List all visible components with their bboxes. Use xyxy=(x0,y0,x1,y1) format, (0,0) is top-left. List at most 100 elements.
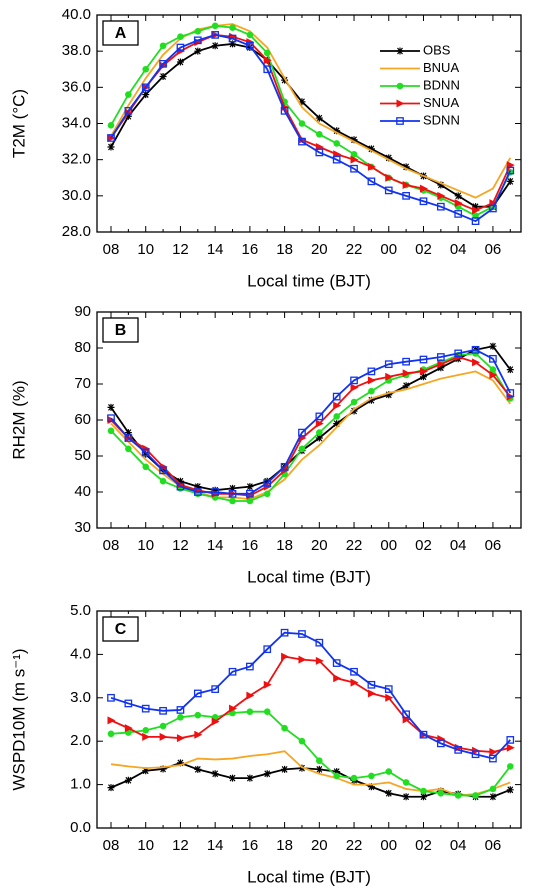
marker xyxy=(489,342,497,350)
x-tick-label: 10 xyxy=(137,537,154,554)
marker xyxy=(246,691,255,700)
x-tick-label: 22 xyxy=(346,241,363,258)
marker xyxy=(211,685,220,693)
x-tick-label: 14 xyxy=(207,537,224,554)
marker xyxy=(472,792,479,799)
panel-label: B xyxy=(115,322,127,339)
marker xyxy=(211,31,220,39)
marker xyxy=(454,746,463,754)
marker xyxy=(489,785,497,793)
marker xyxy=(506,166,515,175)
marker xyxy=(350,150,358,158)
marker xyxy=(396,47,404,55)
marker xyxy=(107,693,115,702)
marker xyxy=(367,177,376,186)
marker xyxy=(280,106,289,115)
x-tick-label: 08 xyxy=(103,837,120,854)
marker xyxy=(419,793,427,801)
series-line xyxy=(110,43,512,208)
marker xyxy=(228,667,237,676)
marker xyxy=(263,49,271,57)
x-tick-label: 18 xyxy=(276,241,293,258)
marker xyxy=(385,789,393,797)
marker xyxy=(367,689,376,698)
marker xyxy=(367,367,376,376)
x-tick-label: 08 xyxy=(103,537,120,554)
marker xyxy=(107,122,115,129)
marker xyxy=(333,420,341,428)
series-line xyxy=(110,710,511,797)
marker xyxy=(384,186,393,195)
marker xyxy=(281,652,290,661)
panel: 0.0 1.0 2.0 3.0 4.0 5.0 08 10 12 14 16 18 20 22 00 02 04… xyxy=(9,602,522,886)
x-tick-label: 16 xyxy=(242,537,259,554)
marker xyxy=(246,31,254,39)
marker xyxy=(454,792,462,799)
x-tick-label: 06 xyxy=(485,537,502,554)
marker xyxy=(419,730,428,739)
x-axis-label: Local time (BJT) xyxy=(247,867,371,886)
marker xyxy=(385,768,393,775)
marker xyxy=(142,91,150,99)
marker xyxy=(350,407,358,415)
y-tick-label: 90 xyxy=(74,303,91,320)
marker xyxy=(194,47,202,55)
marker xyxy=(298,445,306,453)
marker xyxy=(229,704,238,713)
x-tick-label: 16 xyxy=(242,837,259,854)
y-tick-label: 36.0 xyxy=(62,78,91,95)
marker xyxy=(159,477,167,485)
marker xyxy=(246,662,254,671)
marker xyxy=(107,730,115,738)
x-tick-label: 06 xyxy=(485,241,502,258)
marker xyxy=(437,735,446,744)
marker xyxy=(437,360,446,369)
marker xyxy=(420,787,427,795)
y-tick-label: 3.0 xyxy=(70,689,91,706)
panel-label-box xyxy=(102,616,139,642)
marker xyxy=(419,184,428,193)
marker xyxy=(506,736,515,744)
marker xyxy=(489,354,497,363)
x-axis-label: Local time (BJT) xyxy=(247,271,371,290)
marker xyxy=(263,645,272,654)
marker xyxy=(124,699,133,708)
marker xyxy=(315,148,324,157)
x-tick-label: 02 xyxy=(415,241,432,258)
marker xyxy=(402,369,411,378)
marker xyxy=(368,772,375,780)
marker xyxy=(384,360,393,369)
marker xyxy=(194,730,203,739)
marker xyxy=(316,131,323,138)
x-tick-label: 02 xyxy=(415,537,432,554)
x-tick-label: 04 xyxy=(450,241,467,258)
marker xyxy=(489,371,498,379)
marker xyxy=(142,463,150,471)
marker xyxy=(489,754,497,763)
y-tick-label: 30.0 xyxy=(62,187,91,204)
marker xyxy=(229,40,237,48)
marker xyxy=(176,482,185,491)
marker xyxy=(437,191,446,200)
marker xyxy=(159,42,167,50)
marker xyxy=(396,82,404,90)
marker xyxy=(350,774,358,782)
marker xyxy=(402,779,410,786)
marker xyxy=(332,392,341,401)
marker xyxy=(316,429,323,436)
marker xyxy=(506,389,515,397)
x-tick-label: 22 xyxy=(346,837,363,854)
marker xyxy=(419,373,427,381)
x-tick-label: 14 xyxy=(207,241,224,258)
marker xyxy=(298,428,306,437)
marker xyxy=(315,114,323,122)
marker xyxy=(177,33,184,40)
marker xyxy=(437,364,445,372)
marker xyxy=(419,367,428,376)
marker xyxy=(211,717,220,726)
marker xyxy=(402,710,410,719)
y-axis-label: WSPD10M (m s⁻¹) xyxy=(9,648,28,790)
marker xyxy=(159,72,167,80)
marker xyxy=(280,628,289,637)
marker xyxy=(506,743,515,752)
